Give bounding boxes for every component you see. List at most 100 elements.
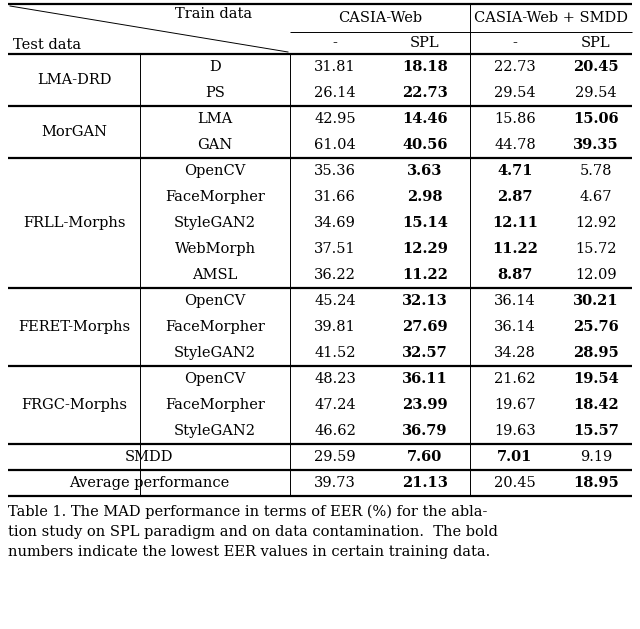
Text: 12.92: 12.92: [575, 216, 617, 230]
Text: 40.56: 40.56: [403, 138, 448, 152]
Text: WebMorph: WebMorph: [175, 242, 255, 256]
Text: StyleGAN2: StyleGAN2: [174, 346, 256, 360]
Text: StyleGAN2: StyleGAN2: [174, 424, 256, 438]
Text: 20.45: 20.45: [494, 476, 536, 490]
Text: 45.24: 45.24: [314, 294, 356, 308]
Text: 14.46: 14.46: [402, 112, 448, 126]
Text: 3.63: 3.63: [407, 164, 443, 178]
Text: 29.54: 29.54: [494, 86, 536, 100]
Text: 20.45: 20.45: [573, 60, 619, 74]
Text: 26.14: 26.14: [314, 86, 356, 100]
Text: 27.69: 27.69: [402, 320, 448, 334]
Text: FERET-Morphs: FERET-Morphs: [18, 320, 130, 334]
Text: 23.99: 23.99: [402, 398, 448, 412]
Text: 19.63: 19.63: [494, 424, 536, 438]
Text: 48.23: 48.23: [314, 372, 356, 386]
Text: 22.73: 22.73: [402, 86, 448, 100]
Text: 4.71: 4.71: [497, 164, 532, 178]
Text: -: -: [333, 36, 337, 50]
Text: 15.14: 15.14: [402, 216, 448, 230]
Text: 22.73: 22.73: [494, 60, 536, 74]
Text: FRGC-Morphs: FRGC-Morphs: [21, 398, 127, 412]
Text: 18.95: 18.95: [573, 476, 619, 490]
Text: SPL: SPL: [410, 36, 440, 50]
Text: 9.19: 9.19: [580, 450, 612, 464]
Text: MorGAN: MorGAN: [41, 125, 107, 139]
Text: 37.51: 37.51: [314, 242, 356, 256]
Text: 8.87: 8.87: [497, 268, 532, 282]
Text: 31.81: 31.81: [314, 60, 356, 74]
Text: 36.11: 36.11: [402, 372, 448, 386]
Text: 46.62: 46.62: [314, 424, 356, 438]
Text: Table 1. The MAD performance in terms of EER (%) for the abla-: Table 1. The MAD performance in terms of…: [8, 505, 488, 519]
Text: 36.14: 36.14: [494, 294, 536, 308]
Text: 15.72: 15.72: [575, 242, 617, 256]
Text: 15.86: 15.86: [494, 112, 536, 126]
Text: 36.79: 36.79: [403, 424, 448, 438]
Text: 61.04: 61.04: [314, 138, 356, 152]
Text: 29.54: 29.54: [575, 86, 617, 100]
Text: LMA: LMA: [197, 112, 232, 126]
Text: FaceMorpher: FaceMorpher: [165, 320, 265, 334]
Text: 12.09: 12.09: [575, 268, 617, 282]
Text: SMDD: SMDD: [125, 450, 173, 464]
Text: FaceMorpher: FaceMorpher: [165, 190, 265, 204]
Text: LMA-DRD: LMA-DRD: [36, 73, 111, 87]
Text: 12.29: 12.29: [402, 242, 448, 256]
Text: 19.54: 19.54: [573, 372, 619, 386]
Text: 25.76: 25.76: [573, 320, 619, 334]
Text: AMSL: AMSL: [192, 268, 237, 282]
Text: 34.28: 34.28: [494, 346, 536, 360]
Text: 7.60: 7.60: [408, 450, 443, 464]
Text: D: D: [209, 60, 221, 74]
Text: 41.52: 41.52: [314, 346, 356, 360]
Text: 30.21: 30.21: [573, 294, 619, 308]
Text: 44.78: 44.78: [494, 138, 536, 152]
Text: 36.14: 36.14: [494, 320, 536, 334]
Text: 2.87: 2.87: [497, 190, 532, 204]
Text: 19.67: 19.67: [494, 398, 536, 412]
Text: 31.66: 31.66: [314, 190, 356, 204]
Text: OpenCV: OpenCV: [184, 164, 246, 178]
Text: 32.13: 32.13: [402, 294, 448, 308]
Text: CASIA-Web: CASIA-Web: [338, 11, 422, 25]
Text: 4.67: 4.67: [580, 190, 612, 204]
Text: 32.57: 32.57: [402, 346, 448, 360]
Text: Average performance: Average performance: [69, 476, 229, 490]
Text: 39.73: 39.73: [314, 476, 356, 490]
Text: 34.69: 34.69: [314, 216, 356, 230]
Text: 47.24: 47.24: [314, 398, 356, 412]
Text: 36.22: 36.22: [314, 268, 356, 282]
Text: 42.95: 42.95: [314, 112, 356, 126]
Text: GAN: GAN: [197, 138, 232, 152]
Text: 18.42: 18.42: [573, 398, 619, 412]
Text: SPL: SPL: [581, 36, 611, 50]
Text: 15.57: 15.57: [573, 424, 619, 438]
Text: -: -: [513, 36, 517, 50]
Text: Train data: Train data: [175, 7, 252, 21]
Text: numbers indicate the lowest EER values in certain training data.: numbers indicate the lowest EER values i…: [8, 545, 490, 559]
Text: 29.59: 29.59: [314, 450, 356, 464]
Text: 12.11: 12.11: [492, 216, 538, 230]
Text: 21.13: 21.13: [402, 476, 448, 490]
Text: 35.36: 35.36: [314, 164, 356, 178]
Text: StyleGAN2: StyleGAN2: [174, 216, 256, 230]
Text: CASIA-Web + SMDD: CASIA-Web + SMDD: [474, 11, 628, 25]
Text: 11.22: 11.22: [402, 268, 448, 282]
Text: 21.62: 21.62: [494, 372, 536, 386]
Text: 28.95: 28.95: [573, 346, 619, 360]
Text: FRLL-Morphs: FRLL-Morphs: [23, 216, 125, 230]
Text: OpenCV: OpenCV: [184, 294, 246, 308]
Text: 39.35: 39.35: [573, 138, 619, 152]
Text: 7.01: 7.01: [497, 450, 532, 464]
Text: OpenCV: OpenCV: [184, 372, 246, 386]
Text: tion study on SPL paradigm and on data contamination.  The bold: tion study on SPL paradigm and on data c…: [8, 525, 498, 539]
Text: 15.06: 15.06: [573, 112, 619, 126]
Text: FaceMorpher: FaceMorpher: [165, 398, 265, 412]
Text: 18.18: 18.18: [402, 60, 448, 74]
Text: PS: PS: [205, 86, 225, 100]
Text: 2.98: 2.98: [407, 190, 443, 204]
Text: 11.22: 11.22: [492, 242, 538, 256]
Text: 5.78: 5.78: [580, 164, 612, 178]
Text: Test data: Test data: [13, 38, 81, 52]
